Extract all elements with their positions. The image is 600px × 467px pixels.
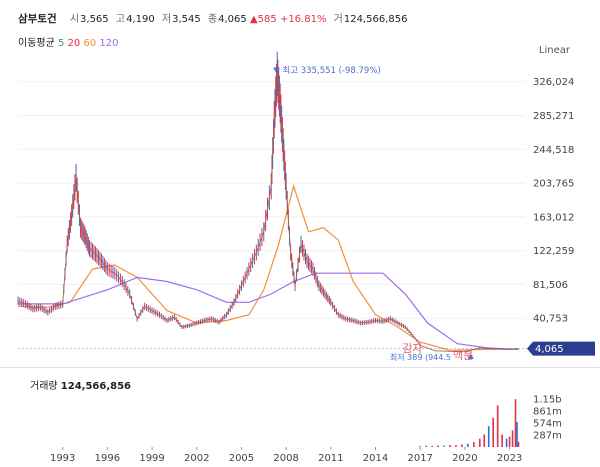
volume-y-tick-label: 574m [533,419,562,430]
stock-name[interactable]: 삼부토건 [18,13,57,25]
stock-header: 삼부토건 시3,565 고4,190 저3,545 종4,065 ▲585 +1… [0,0,600,56]
volume-bar [496,405,499,447]
volume-bar [508,436,511,447]
quote-row: 삼부토건 시3,565 고4,190 저3,545 종4,065 ▲585 +1… [18,10,407,26]
volume-bar [483,434,486,447]
price-y-tick-label: 163,012 [533,212,574,223]
x-tick-label: 2020 [452,453,477,464]
volume-bar [517,441,520,447]
volume-bar [461,444,463,447]
volume-bar [514,399,517,447]
ma-60-line [17,184,519,351]
price-y-tick-label: 244,518 [533,145,574,156]
ma-120-label[interactable]: 120 [99,38,119,49]
volume-bar [487,426,490,447]
price-y-tick-label: 122,259 [533,246,574,257]
volume-y-tick-label: 861m [533,407,562,418]
x-tick-label: 2008 [273,453,298,464]
price-y-tick-label: 81,506 [533,280,568,291]
current-price-label: 4,065 [535,344,564,355]
volume-bar [467,443,469,447]
price-y-tick-label: 326,024 [533,77,574,88]
x-tick-label: 2014 [363,453,388,464]
volume-bar [431,445,433,447]
volume-bar [511,430,514,447]
close-value: 4,065 [218,14,247,25]
volume-bar [501,434,503,447]
low-value: 3,545 [172,14,201,25]
close-label: 종 [207,14,218,25]
high-label: 고 [115,14,126,25]
volume-bar [492,417,494,447]
low-marker-arrow-icon [467,354,474,359]
ma-5-label[interactable]: 5 [58,38,65,49]
volume-panel-title: 거래량 124,566,856 [30,377,131,392]
scale-toggle[interactable]: Linear [538,45,570,56]
ma-20-label[interactable]: 20 [67,38,81,49]
open-value: 3,565 [80,14,109,25]
volume-bar [516,422,518,447]
x-tick-label: 2002 [184,453,209,464]
volume-bar [443,445,445,447]
x-tick-label: 2023 [497,453,522,464]
x-tick-label: 2017 [407,453,432,464]
low-price-marker: 최저 389 (944.5 [390,352,451,362]
x-tick-label: 2011 [318,453,343,464]
moving-average-label: 이동평균 [18,38,55,49]
volume-label: 거 [333,14,343,25]
volume-y-tick-label: 1.15b [533,395,562,406]
high-value: 4,190 [126,14,155,25]
moving-average-legend[interactable]: 이동평균 5 20 60 120 [18,34,119,49]
volume-bar [473,442,475,447]
volume-title-label: 거래량 [30,381,58,392]
volume-bar [437,445,439,447]
x-tick-label: 1993 [50,453,75,464]
ma-5-line [17,73,519,353]
event-capital-reduction[interactable]: 감자 [402,342,422,355]
high-price-marker: ▼ 최고 335,551 (-98.79%) [273,65,381,76]
volume-bar [455,445,457,447]
volume-bar [505,438,508,447]
volume-bar [449,444,451,447]
ma-60-label[interactable]: 60 [83,38,97,49]
volume-bar [425,445,427,447]
volume-value: 124,566,856 [343,14,408,25]
price-y-tick-label: 285,271 [533,111,574,122]
x-tick-label: 1999 [139,453,164,464]
price-y-tick-label: 203,765 [533,179,574,190]
volume-bar [419,446,421,447]
volume-title-value: 124,566,856 [60,381,132,392]
change-percent: +16.81% [279,14,327,25]
volume-y-tick-label: 287m [533,431,562,442]
event-face-value-change[interactable]: 액분 [453,349,473,362]
change-value: 585 [257,14,277,25]
x-tick-label: 2005 [229,453,254,464]
price-y-tick-label: 40,753 [533,314,568,325]
change-arrow-icon: ▲ [249,14,258,25]
low-label: 저 [161,14,172,25]
x-tick-label: 1996 [95,453,120,464]
volume-bar [478,438,481,447]
open-label: 시 [69,14,80,25]
current-price-tag [527,341,595,356]
